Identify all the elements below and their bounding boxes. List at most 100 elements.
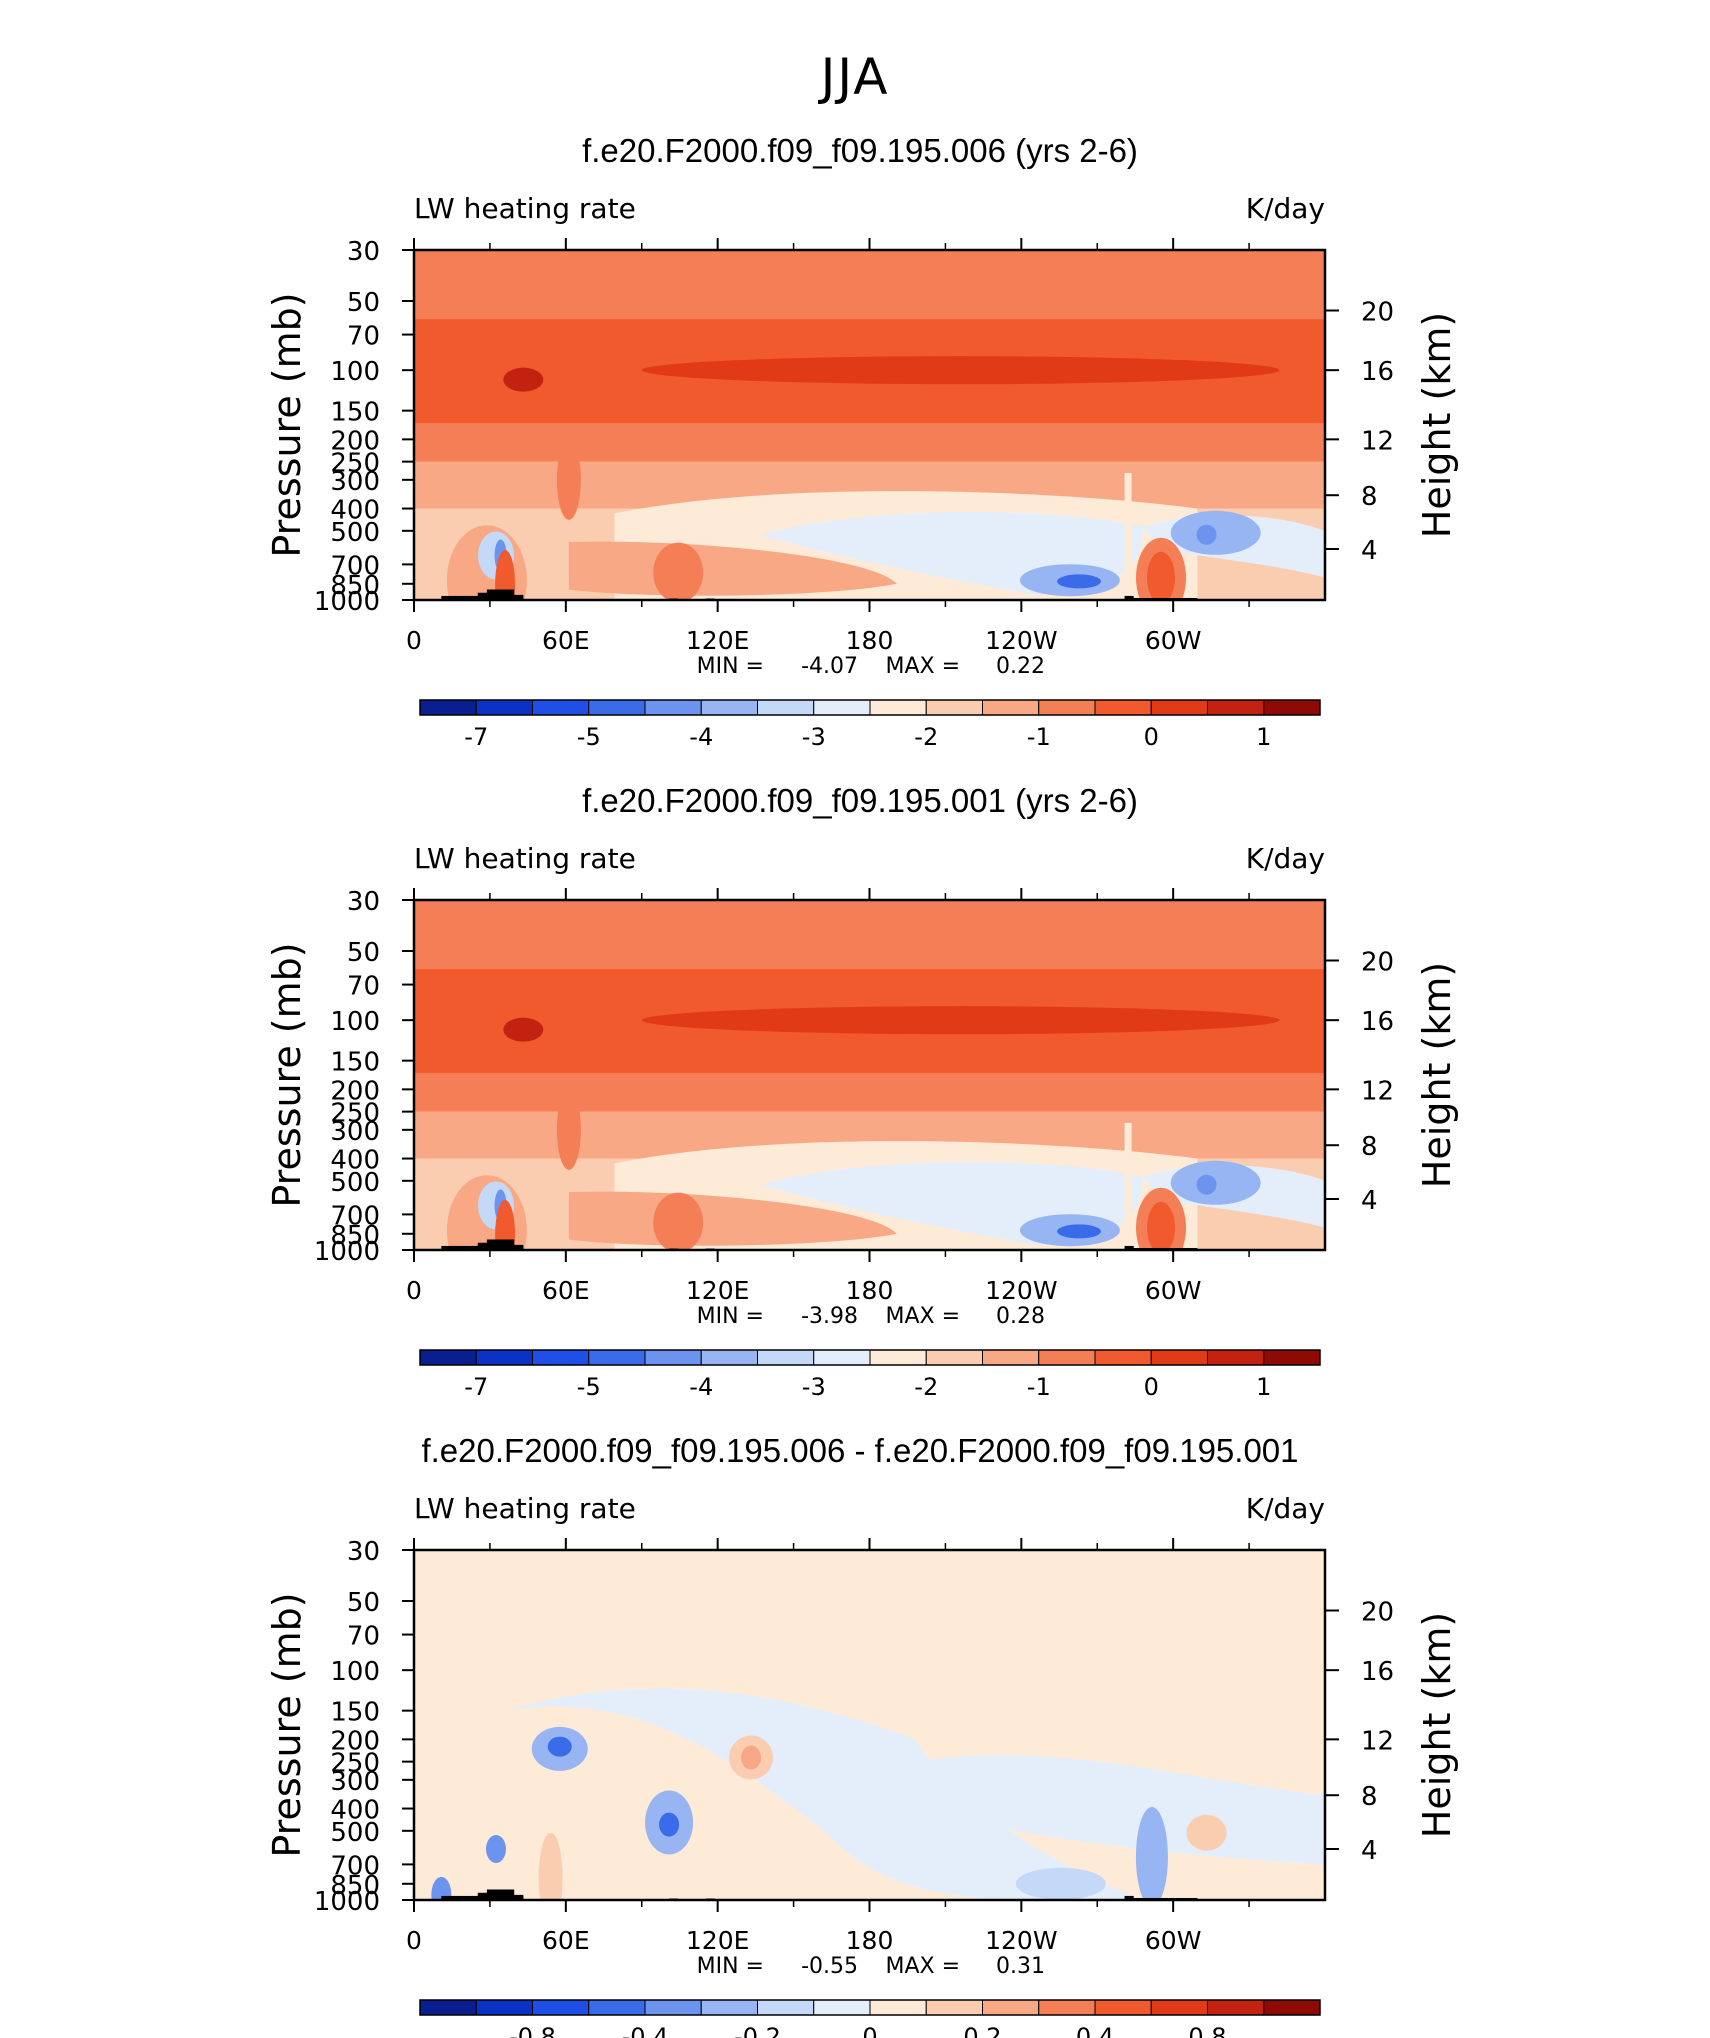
contour-field — [414, 900, 1325, 1250]
colorbar-frame — [419, 699, 1321, 716]
height-tick-label: 20 — [1361, 298, 1394, 328]
min-value: -0.55 — [801, 1954, 858, 1979]
max-label: MAX = — [885, 1304, 960, 1329]
y-tick-label: 1000 — [314, 1237, 380, 1267]
y-tick-label: 500 — [330, 518, 380, 548]
colorbar-swatch — [419, 1999, 477, 2016]
y-tick-label: 200 — [330, 426, 380, 456]
topography-block — [486, 1239, 515, 1250]
field-sh-orange — [556, 1089, 581, 1170]
variable-label: LW heating rate — [414, 1492, 636, 1525]
max-label: MAX = — [885, 1954, 960, 1979]
height-tick-label: 12 — [1361, 1726, 1394, 1756]
y-tick-label: 150 — [330, 1698, 380, 1728]
colorbar-label: -7 — [464, 1373, 488, 1401]
x-tick-label: 60W — [1145, 1276, 1202, 1305]
x-tick-label: 60W — [1145, 626, 1202, 655]
colorbar-swatch — [869, 1999, 927, 2016]
min-label: MIN = — [697, 1954, 764, 1979]
y-tick-label: 100 — [330, 357, 380, 387]
y-tick-label: 400 — [330, 1146, 380, 1176]
y-tick-label: 850 — [330, 571, 380, 601]
height-tick-label: 20 — [1361, 948, 1394, 978]
field-blue-atlantic-spot — [1196, 524, 1217, 545]
panel-3-title: f.e20.F2000.f09_f09.195.006 - f.e20.F200… — [421, 1432, 1299, 1469]
colorbar-label: 0 — [1144, 1373, 1159, 1401]
height-tick-label: 16 — [1361, 1007, 1394, 1037]
x-tick-label: 0 — [406, 1926, 422, 1955]
contour-field — [414, 250, 1325, 600]
field-upper-spot — [503, 1017, 544, 1042]
panel-2-title: f.e20.F2000.f09_f09.195.001 (yrs 2-6) — [582, 782, 1138, 819]
x-tick-label: 180 — [846, 1926, 894, 1955]
min-value: -3.98 — [801, 1304, 858, 1329]
field-upper-max — [641, 1006, 1280, 1035]
height-tick-label: 12 — [1361, 1076, 1394, 1106]
topography-block — [514, 594, 524, 600]
height-tick-label: 16 — [1361, 1657, 1394, 1687]
height-tick-label: 16 — [1361, 357, 1394, 387]
y-tick-label: 30 — [347, 1537, 380, 1567]
colorbar-frame — [419, 1999, 1321, 2016]
max-value: 0.28 — [996, 1304, 1045, 1329]
colorbar-frame — [419, 1349, 1321, 1366]
y-tick-label: 400 — [330, 1796, 380, 1826]
colorbar-swatch — [588, 1999, 646, 2016]
y-tick-label: 850 — [330, 1871, 380, 1901]
x-tick-label: 120W — [985, 1276, 1057, 1305]
y-tick-label: 70 — [347, 322, 380, 352]
topography-block — [486, 1889, 515, 1900]
colorbar-label: -0.2 — [734, 2023, 781, 2038]
height-tick-label: 20 — [1361, 1598, 1394, 1628]
colorbar-label: 0.8 — [1188, 2023, 1226, 2038]
colorbar-label: 1 — [1256, 1373, 1271, 1401]
height-tick-label: 4 — [1361, 1186, 1378, 1216]
field-red-core — [741, 1745, 762, 1770]
colorbar-swatch — [644, 1999, 702, 2016]
variable-label: LW heating rate — [414, 192, 636, 225]
x-tick-label: 120W — [985, 1926, 1057, 1955]
y-axis-title: Pressure (mb) — [265, 292, 309, 557]
y-tick-label: 250 — [330, 1099, 380, 1129]
field-africa-red — [495, 549, 516, 600]
y-tick-label: 700 — [330, 551, 380, 581]
y-tick-label: 150 — [330, 1048, 380, 1078]
min-value: -4.07 — [801, 654, 858, 679]
colorbar-swatch — [1207, 1999, 1265, 2016]
y-tick-label: 1000 — [314, 587, 380, 617]
min-label: MIN = — [697, 654, 764, 679]
y-tick-label: 200 — [330, 1726, 380, 1756]
y-tick-label: 50 — [347, 288, 380, 318]
field-upper-max — [641, 356, 1280, 385]
y-tick-label: 100 — [330, 1657, 380, 1687]
colorbar-swatch — [700, 1999, 758, 2016]
colorbar-label: -7 — [464, 723, 488, 751]
colorbar-label: -1 — [1027, 1373, 1051, 1401]
colorbar-label: -3 — [802, 1373, 826, 1401]
height-tick-label: 4 — [1361, 536, 1378, 566]
field-blue-core — [1057, 1224, 1102, 1239]
y-axis-title: Pressure (mb) — [265, 1592, 309, 1857]
field-america-strip — [1124, 1122, 1132, 1250]
field-america-core — [1147, 1201, 1176, 1250]
y-axis-title: Pressure (mb) — [265, 942, 309, 1207]
panel-1: LW heating rate K/day 0 60E 120E 180 120W 60W 30… — [0, 0, 1710, 751]
max-value: 0.31 — [996, 1954, 1045, 1979]
y-tick-label: 70 — [347, 972, 380, 1002]
colorbar-label: -2 — [914, 1373, 938, 1401]
colorbar-label: -3 — [802, 723, 826, 751]
colorbar-label: -0.4 — [622, 2023, 669, 2038]
field-america-core — [1147, 551, 1176, 600]
field-red-africa — [538, 1832, 563, 1900]
right-axis-title: Height (km) — [1415, 1612, 1459, 1838]
field-blue-mid-core — [659, 1812, 680, 1837]
field-upper-spot — [503, 367, 544, 392]
y-tick-label: 400 — [330, 496, 380, 526]
y-tick-label: 250 — [330, 449, 380, 479]
y-tick-label: 700 — [330, 1201, 380, 1231]
height-tick-label: 12 — [1361, 426, 1394, 456]
